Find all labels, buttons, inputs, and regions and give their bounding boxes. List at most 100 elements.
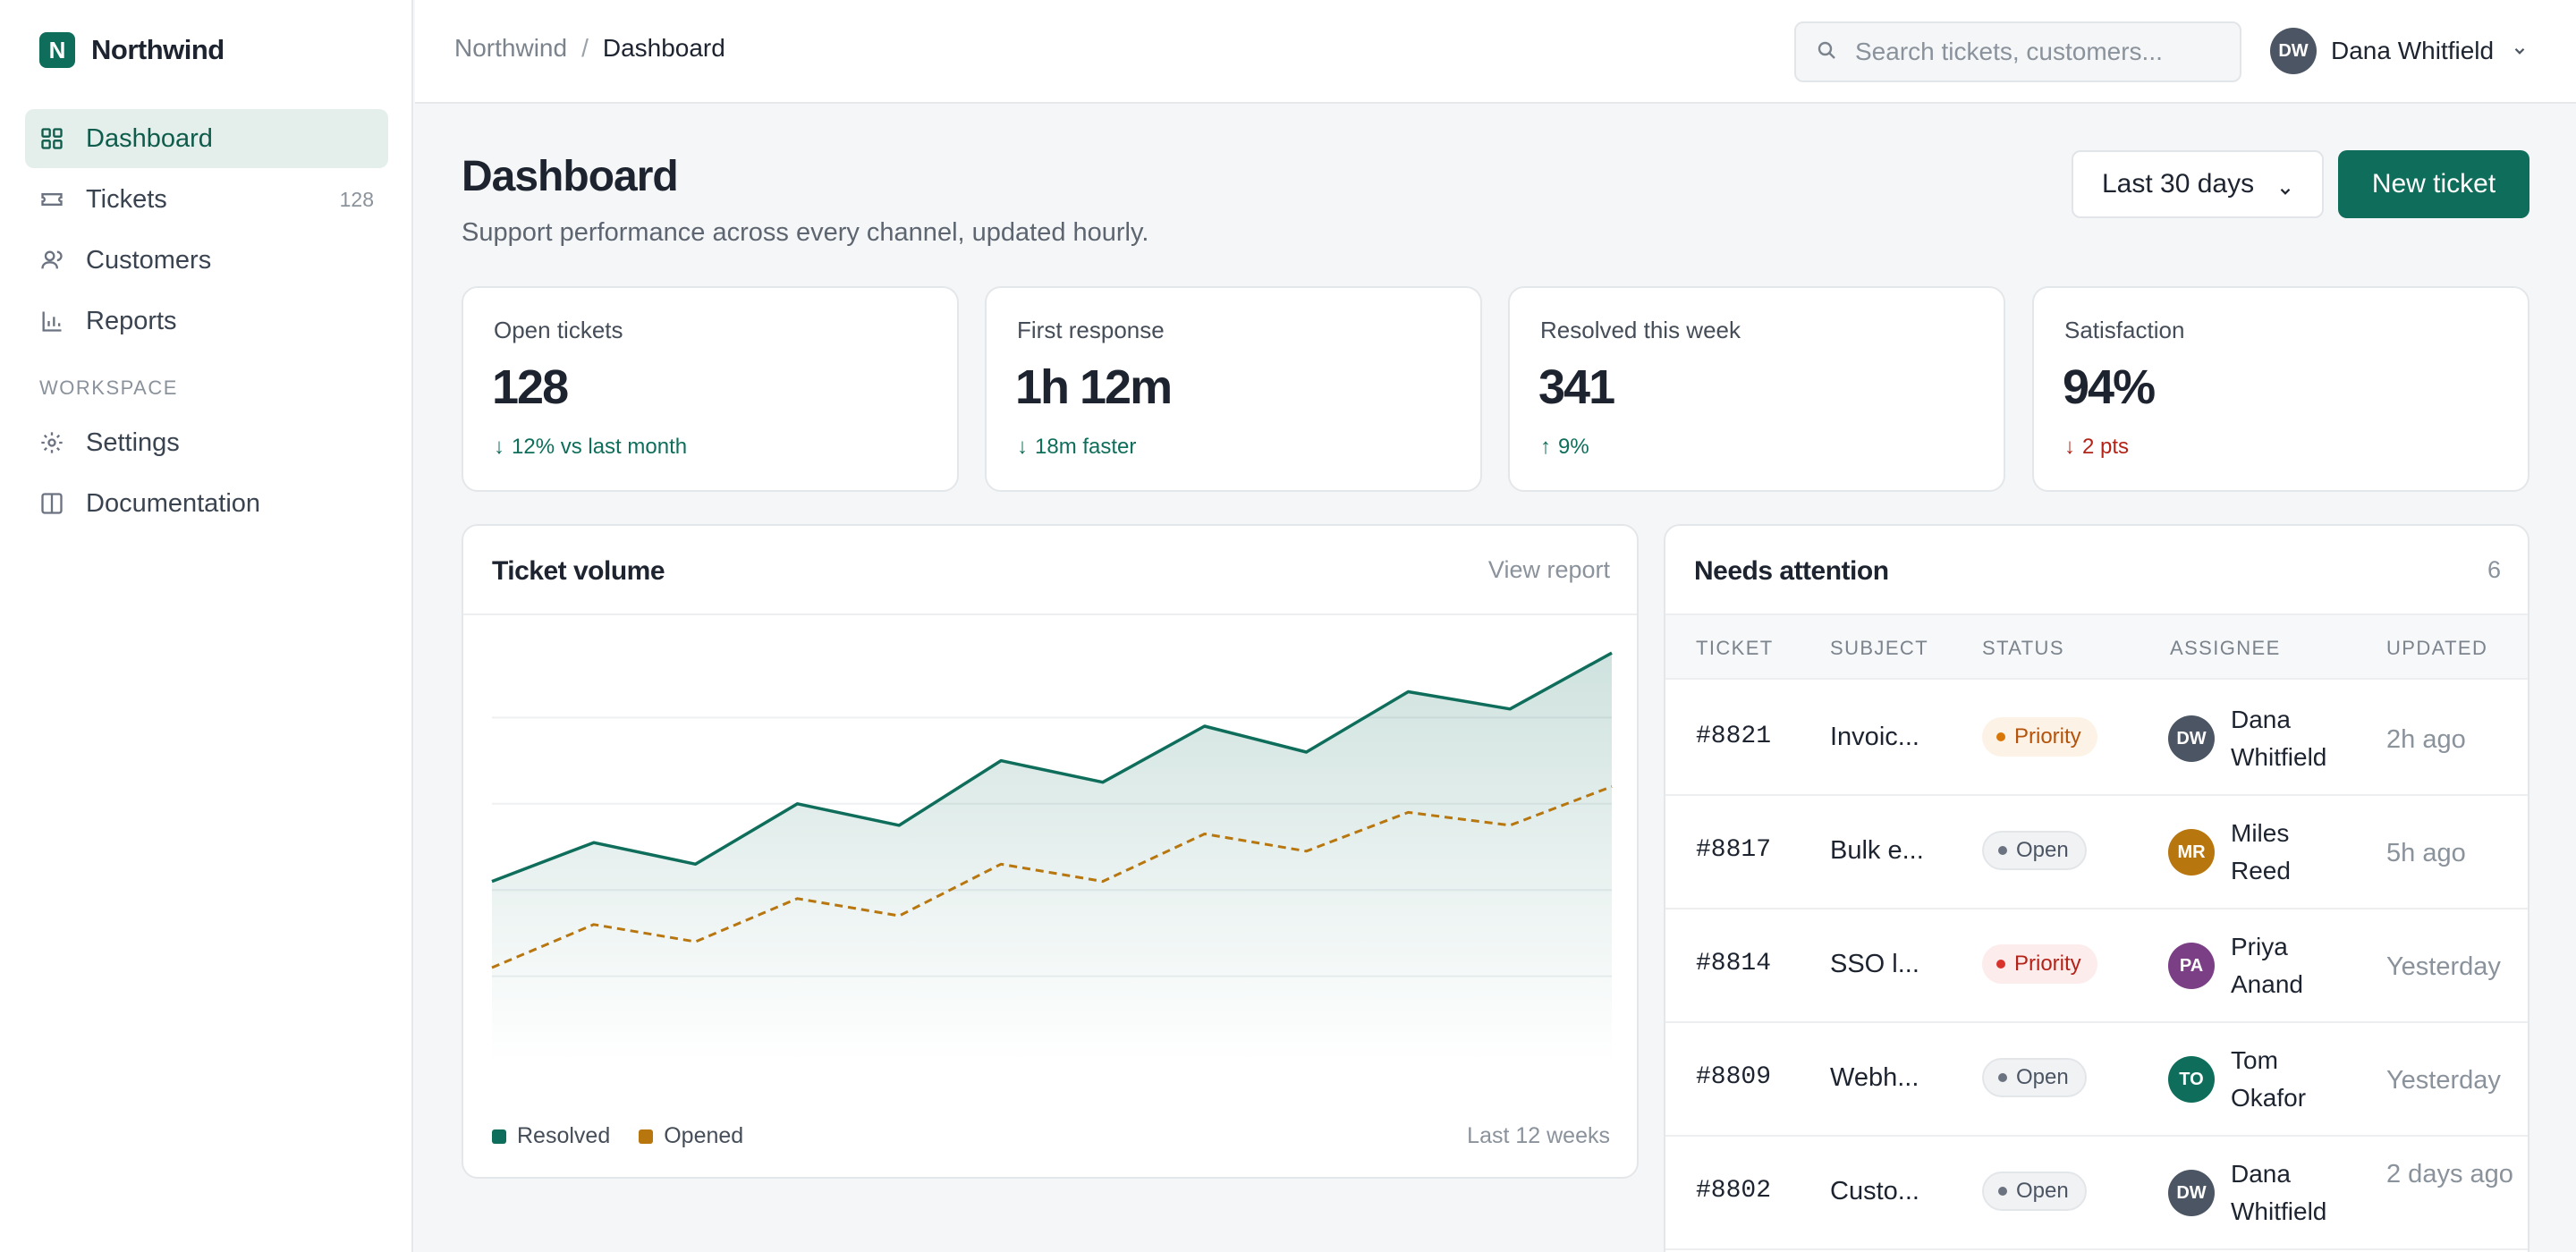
- breadcrumb-current: Dashboard: [602, 34, 725, 62]
- search-box[interactable]: [1794, 21, 2241, 82]
- sidebar-item-dashboard[interactable]: Dashboard: [25, 109, 388, 168]
- series-line-resolved[interactable]: [491, 651, 1613, 884]
- page-title: Dashboard: [462, 153, 679, 200]
- sidebar-item-settings[interactable]: Settings: [25, 413, 388, 472]
- kpi-delta: ↓ 2 pts: [2064, 435, 2129, 460]
- ticket-subject[interactable]: Invoic...: [1830, 723, 1919, 751]
- status-label: Priority: [2014, 724, 2081, 749]
- ticket-icon: [39, 187, 64, 212]
- table-row[interactable]: #8809 Webh... Open TO Tom Okafor Yesterday: [1665, 1022, 2528, 1137]
- assignee-name: Miles Reed: [2231, 819, 2291, 884]
- status-dot: [1998, 846, 2007, 855]
- kpi-delta: ↓ 12% vs last month: [494, 435, 687, 460]
- new-ticket-button[interactable]: New ticket: [2338, 150, 2529, 218]
- updated-time: Yesterday: [2386, 952, 2501, 981]
- ticket-subject[interactable]: Bulk e...: [1830, 836, 1924, 865]
- chart-period-label: Last 12 weeks: [1467, 1123, 1610, 1148]
- kpi-card-satisfaction[interactable]: Satisfaction 94% ↓ 2 pts: [2032, 286, 2529, 492]
- kpi-delta-text: 12% vs last month: [512, 435, 688, 459]
- view-report-link[interactable]: View report: [1487, 556, 1610, 583]
- needs-attention-card: Needs attention 6 TICKET SUBJECT STATUS …: [1664, 524, 2529, 1252]
- brand[interactable]: N Northwind: [39, 32, 225, 68]
- sidebar-section-label: WORKSPACE: [39, 376, 178, 399]
- brand-name: Northwind: [91, 34, 225, 65]
- sidebar-item-label: Customers: [86, 245, 212, 275]
- breadcrumb-root[interactable]: Northwind: [454, 34, 568, 62]
- breadcrumb-separator: /: [581, 34, 589, 62]
- legend-swatch: [492, 1129, 506, 1144]
- column-header-ticket[interactable]: TICKET: [1696, 637, 1774, 659]
- ticket-id[interactable]: #8809: [1696, 1063, 1772, 1091]
- ticket-subject[interactable]: SSO l...: [1830, 950, 1919, 978]
- kpi-delta-text: 9%: [1558, 435, 1589, 459]
- legend-swatch: [639, 1129, 654, 1144]
- status-badge: Open: [1982, 831, 2087, 870]
- status-label: Open: [2016, 1179, 2069, 1203]
- user-icon: [39, 248, 64, 273]
- legend-label: Opened: [664, 1123, 744, 1148]
- column-header-status[interactable]: STATUS: [1982, 637, 2064, 659]
- sidebar-item-customers[interactable]: Customers: [25, 231, 388, 290]
- avatar: DW: [2270, 28, 2317, 74]
- user-menu[interactable]: DW Dana Whitfield: [2270, 27, 2528, 75]
- status-badge: Priority: [1982, 717, 2097, 757]
- card-title: Needs attention: [1694, 556, 1889, 586]
- search-input[interactable]: [1855, 38, 2231, 66]
- kpi-label: Resolved this week: [1540, 317, 1741, 343]
- status-label: Open: [2016, 1065, 2069, 1089]
- ticket-subject[interactable]: Custo...: [1830, 1177, 1919, 1205]
- kpi-value: 341: [1538, 360, 1615, 414]
- assignee-name: Dana Whitfield: [2231, 1160, 2327, 1225]
- avatar: PA: [2168, 943, 2215, 989]
- sidebar-item-tickets[interactable]: Tickets 128: [25, 170, 388, 229]
- avatar: DW: [2168, 715, 2215, 762]
- card-title: Ticket volume: [492, 556, 665, 586]
- chart-legend: Resolved Opened: [492, 1123, 772, 1149]
- series-line-opened[interactable]: [491, 785, 1613, 969]
- kpi-delta-text: 2 pts: [2082, 435, 2130, 459]
- legend-item-opened[interactable]: Opened: [639, 1123, 743, 1149]
- ticket-id[interactable]: #8821: [1696, 723, 1772, 750]
- date-range-label: Last 30 days: [2102, 169, 2255, 199]
- arrow-down-icon: ↓: [494, 435, 504, 459]
- table-row[interactable]: #8817 Bulk e... Open MR Miles Reed 5h ago: [1665, 795, 2528, 909]
- ticket-id[interactable]: #8817: [1696, 836, 1772, 864]
- table-row[interactable]: #8814 SSO l... Priority PA Priya Anand Yester…: [1665, 909, 2528, 1023]
- table-header: TICKET SUBJECT STATUS ASSIGNEE UPDATED: [1665, 615, 2528, 680]
- ticket-volume-card: Ticket volume View report Resolved Opene…: [462, 524, 1639, 1179]
- status-label: Priority: [2014, 952, 2081, 976]
- kpi-value: 1h 12m: [1015, 360, 1173, 414]
- kpi-label: Open tickets: [494, 317, 623, 343]
- legend-label: Resolved: [517, 1123, 611, 1148]
- column-header-subject[interactable]: SUBJECT: [1830, 637, 1929, 659]
- kpi-card-open-tickets[interactable]: Open tickets 128 ↓ 12% vs last month: [462, 286, 959, 492]
- status-dot: [1996, 960, 2005, 969]
- legend-item-resolved[interactable]: Resolved: [492, 1123, 610, 1149]
- status-dot: [1998, 1073, 2007, 1082]
- user-name: Dana Whitfield: [2331, 37, 2495, 64]
- table-row[interactable]: #8821 Invoic... Priority DW Dana Whitfield 2h…: [1665, 681, 2528, 796]
- kpi-value: 94%: [2063, 360, 2156, 414]
- kpi-card-resolved-week[interactable]: Resolved this week 341 ↑ 9%: [1508, 286, 2005, 492]
- ticket-subject[interactable]: Webh...: [1830, 1063, 1919, 1092]
- sidebar-item-reports[interactable]: Reports: [25, 292, 388, 351]
- assignee-name: Priya Anand: [2231, 933, 2303, 998]
- chevron-down-icon: [2512, 43, 2528, 59]
- kpi-label: First response: [1017, 317, 1165, 343]
- avatar: TO: [2168, 1056, 2215, 1103]
- table-row[interactable]: #8802 Custo... Open DW Dana Whitfield 2 days …: [1665, 1136, 2528, 1250]
- status-badge: Open: [1982, 1058, 2087, 1097]
- kpi-card-first-response[interactable]: First response 1h 12m ↓ 18m faster: [985, 286, 1482, 492]
- column-header-updated[interactable]: UPDATED: [2386, 637, 2488, 659]
- kpi-label: Satisfaction: [2064, 317, 2185, 343]
- topbar: Northwind / Dashboard DW Dana Whitfield: [415, 0, 2576, 104]
- updated-time: Yesterday: [2386, 1066, 2501, 1095]
- column-header-assignee[interactable]: ASSIGNEE: [2170, 637, 2281, 659]
- ticket-id[interactable]: #8802: [1696, 1177, 1772, 1205]
- sidebar-item-documentation[interactable]: Documentation: [25, 474, 388, 533]
- ticket-id[interactable]: #8814: [1696, 950, 1772, 977]
- brand-logo: N: [39, 32, 75, 68]
- date-range-select[interactable]: Last 30 days: [2072, 150, 2324, 218]
- kpi-delta: ↑ 9%: [1540, 435, 1589, 460]
- status-label: Open: [2016, 838, 2069, 862]
